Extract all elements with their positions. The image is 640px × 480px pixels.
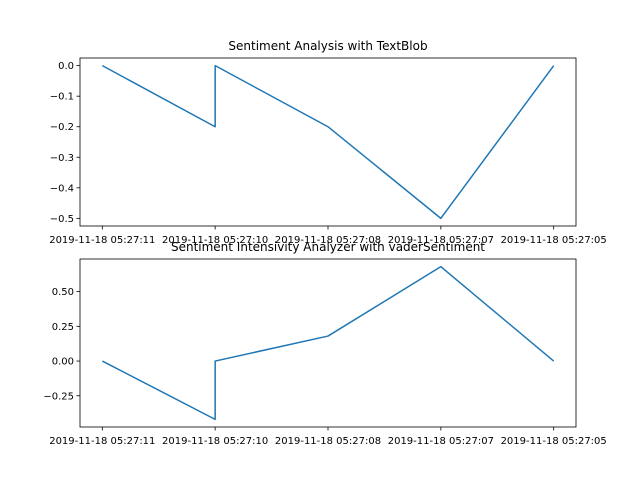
- y-tick-label: 0.00: [52, 357, 74, 368]
- x-tick-label: 2019-11-18 05:27:07: [388, 235, 494, 246]
- y-tick-label: −0.2: [50, 122, 74, 133]
- x-tick-label: 2019-11-18 05:27:05: [501, 235, 607, 246]
- x-tick-label: 2019-11-18 05:27:10: [162, 235, 268, 246]
- x-tick-label: 2019-11-18 05:27:07: [388, 436, 494, 447]
- y-tick-label: −0.3: [50, 153, 74, 164]
- series-line-1: [101, 64, 555, 220]
- y-tick-label: −0.5: [50, 214, 74, 225]
- y-tick-label: −0.25: [43, 391, 74, 402]
- x-tick-label: 2019-11-18 05:27:11: [49, 235, 155, 246]
- subplot-1: 0.0 −0.1 −0.2 −0.3 −0.4 −0.5 2019-11-18 05:27:…: [49, 39, 607, 246]
- x-tick-label: 2019-11-18 05:27:05: [501, 436, 607, 447]
- x-tick-label: 2019-11-18 05:27:10: [162, 436, 268, 447]
- x-tick-label: 2019-11-18 05:27:08: [275, 235, 381, 246]
- chart-title: Sentiment Intensivity Analyzer with vade…: [171, 240, 485, 254]
- y-tick-label: −0.4: [50, 183, 74, 194]
- subplot-2: 0.50 0.25 0.00 −0.25 2019-11-18 05:27:11 2019…: [43, 240, 606, 447]
- chart-title: Sentiment Analysis with TextBlob: [228, 39, 427, 53]
- x-tick-label: 2019-11-18 05:27:11: [49, 436, 155, 447]
- y-tick-label: −0.1: [50, 92, 74, 103]
- y-tick-label: 0.25: [52, 322, 74, 333]
- y-tick-label: 0.50: [52, 287, 74, 298]
- x-tick-label: 2019-11-18 05:27:08: [275, 436, 381, 447]
- series-line-1: [101, 265, 555, 421]
- y-tick-label: 0.0: [58, 61, 74, 72]
